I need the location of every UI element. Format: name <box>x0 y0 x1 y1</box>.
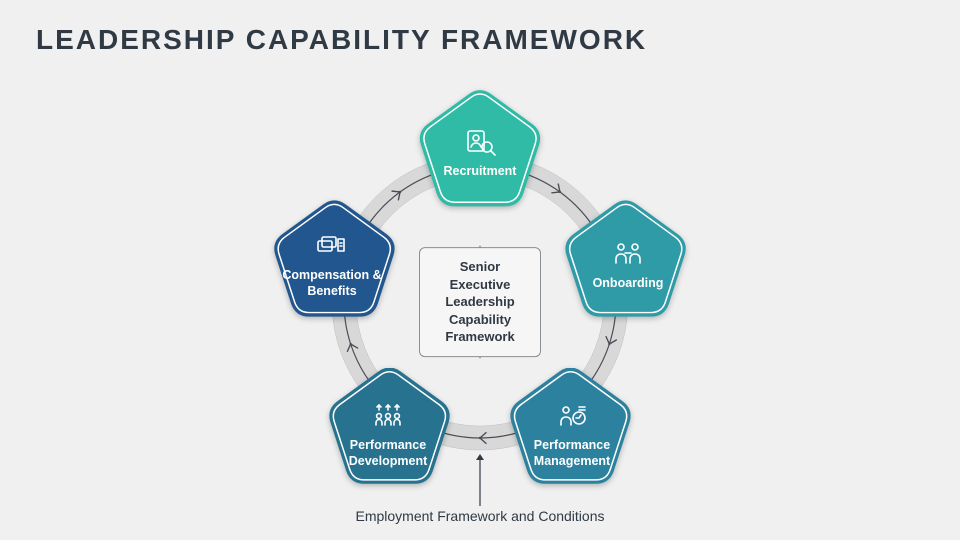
caption: Employment Framework and Conditions <box>356 508 605 524</box>
node-label: Onboarding <box>593 276 664 292</box>
node-performance-development: Performance Development <box>321 368 455 496</box>
comp-icon <box>314 228 350 264</box>
node-label: Performance Management <box>511 438 633 469</box>
node-compensation-benefits: Compensation & Benefits <box>265 198 399 326</box>
node-label: Performance Development <box>327 438 449 469</box>
recruit-icon <box>462 124 498 160</box>
node-performance-management: Performance Management <box>505 368 639 496</box>
perf-dev-icon <box>370 398 406 434</box>
perf-mgmt-icon <box>554 398 590 434</box>
center-box: Senior Executive Leadership Capability F… <box>419 247 541 357</box>
node-label: Recruitment <box>444 164 517 180</box>
node-recruitment: Recruitment <box>413 86 547 214</box>
node-onboarding: Onboarding <box>561 198 695 326</box>
node-label: Compensation & Benefits <box>271 268 393 299</box>
onboard-icon <box>610 236 646 272</box>
